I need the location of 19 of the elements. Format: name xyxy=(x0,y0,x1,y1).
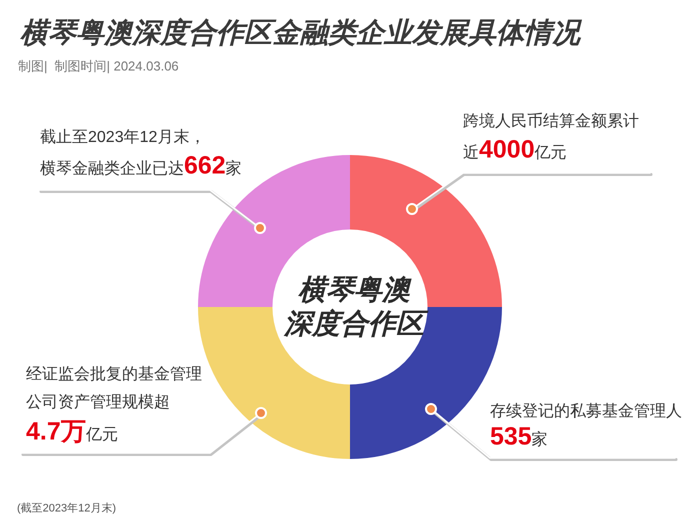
chart-title: 横琴粤澳深度合作区金融类企业发展具体情况 xyxy=(20,17,580,48)
text: 截止至2023年12月末， xyxy=(40,129,206,146)
text: 存续登记的私募基金管理人 xyxy=(490,403,682,420)
chart-subtitle: 制图| 制图时间| 2024.03.06 xyxy=(18,58,179,74)
text: 经证监会批复的基金管理 xyxy=(26,366,202,383)
text: 662 xyxy=(184,152,226,180)
text: 横琴金融类企业已达 xyxy=(40,160,184,178)
text: 家 xyxy=(226,160,242,178)
text: 近 xyxy=(463,144,479,162)
text: 4.7万 xyxy=(26,418,86,446)
text: 家 xyxy=(532,432,548,448)
text: 横琴粤澳 xyxy=(298,274,410,305)
text: 亿元 xyxy=(534,144,567,162)
text: 跨境人民币结算金额累计 xyxy=(463,113,639,130)
text: 公司资产管理规模超 xyxy=(26,394,170,411)
text: 4000 xyxy=(479,136,535,164)
text: 亿元 xyxy=(86,426,118,444)
text: (截至2023年12月末) xyxy=(17,502,116,514)
text: 535 xyxy=(490,422,532,450)
